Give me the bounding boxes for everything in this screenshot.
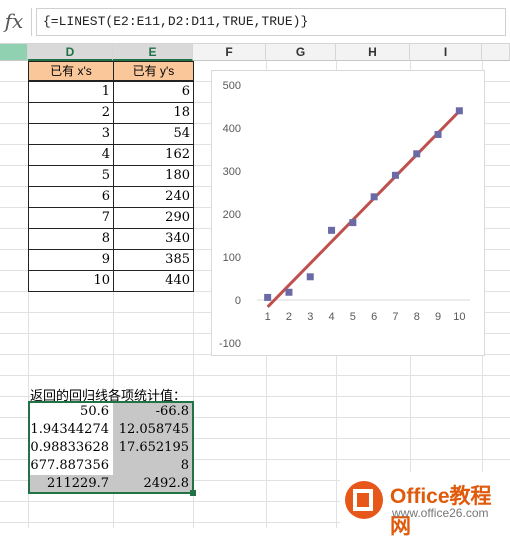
y-value-cell[interactable]: 440 xyxy=(113,270,194,292)
y-value-cell[interactable]: 240 xyxy=(113,186,194,208)
data-point xyxy=(434,130,442,138)
header-x[interactable]: 已有 x's xyxy=(28,61,114,81)
y-value-cell[interactable]: 6 xyxy=(113,81,194,103)
trendline xyxy=(266,110,461,309)
gridline-horizontal xyxy=(0,480,510,481)
x-value-cell[interactable]: 1 xyxy=(28,81,114,103)
x-tick-label: 9 xyxy=(435,311,441,323)
gridline-horizontal xyxy=(0,501,510,502)
separator xyxy=(31,8,32,36)
result-cell[interactable]: 677.887356 xyxy=(30,457,113,475)
x-tick-label: 10 xyxy=(453,311,465,323)
data-point xyxy=(455,107,463,115)
result-caption: 返回的回归线各项统计值： xyxy=(30,388,187,403)
logo-url: www.office26.com xyxy=(392,506,489,520)
result-cell[interactable]: -66.8 xyxy=(113,403,193,421)
y-tick-label: 200 xyxy=(223,209,241,221)
y-tick-label: -100 xyxy=(219,338,241,350)
result-cell[interactable]: 211229.7 xyxy=(30,475,113,493)
result-cell[interactable]: 2492.8 xyxy=(113,475,193,493)
data-point xyxy=(370,193,378,201)
col-header-g[interactable]: G xyxy=(266,44,336,61)
col-header-f[interactable]: F xyxy=(193,44,266,61)
x-tick-label: 3 xyxy=(307,311,313,323)
x-tick-label: 2 xyxy=(286,311,292,323)
x-tick-label: 8 xyxy=(414,311,420,323)
data-point xyxy=(413,150,421,158)
chart-canvas: -100 0 100 200 300 400 500 1 2 3 4 5 6 7 8 9 10 xyxy=(219,80,470,350)
y-value-cell[interactable]: 290 xyxy=(113,207,194,229)
data-point xyxy=(328,226,336,234)
fill-handle[interactable] xyxy=(190,490,196,496)
gridline-horizontal xyxy=(0,459,510,460)
gridline-horizontal xyxy=(0,396,510,397)
x-value-cell[interactable]: 2 xyxy=(28,102,114,124)
data-point xyxy=(306,273,314,281)
result-cell[interactable]: 12.058745 xyxy=(113,421,193,439)
y-value-cell[interactable]: 340 xyxy=(113,228,194,250)
header-y[interactable]: 已有 y's xyxy=(113,61,194,81)
gridline-horizontal xyxy=(0,522,510,523)
select-all-corner[interactable] xyxy=(0,44,28,61)
x-tick-label: 5 xyxy=(350,311,356,323)
x-value-cell[interactable]: 4 xyxy=(28,144,114,166)
formula-bar: fx {=LINEST(E2:E11,D2:D11,TRUE,TRUE)} xyxy=(0,0,510,44)
result-cell[interactable]: 0.98833628 xyxy=(30,439,113,457)
data-point xyxy=(391,171,399,179)
y-tick-label: 400 xyxy=(223,123,241,135)
gridline-vertical xyxy=(193,61,194,528)
gridline-vertical xyxy=(113,61,114,528)
y-value-cell[interactable]: 385 xyxy=(113,249,194,271)
x-tick-label: 6 xyxy=(371,311,377,323)
gridline-vertical xyxy=(28,61,29,528)
x-value-cell[interactable]: 9 xyxy=(28,249,114,271)
x-value-cell[interactable]: 7 xyxy=(28,207,114,229)
y-tick-label: 0 xyxy=(235,295,241,307)
formula-input[interactable]: {=LINEST(E2:E11,D2:D11,TRUE,TRUE)} xyxy=(36,8,506,36)
x-value-cell[interactable]: 6 xyxy=(28,186,114,208)
x-value-cell[interactable]: 5 xyxy=(28,165,114,187)
result-cell[interactable]: 1.94344274 xyxy=(30,421,113,439)
y-tick-label: 300 xyxy=(223,166,241,178)
scatter-chart[interactable]: -100 0 100 200 300 400 500 1 2 3 4 5 6 7 8 9 10 xyxy=(211,70,485,356)
data-point xyxy=(349,219,357,227)
col-header-j[interactable] xyxy=(482,44,510,61)
y-value-cell[interactable]: 54 xyxy=(113,123,194,145)
y-value-cell[interactable]: 180 xyxy=(113,165,194,187)
office-logo-icon xyxy=(345,481,383,519)
gridline-horizontal xyxy=(0,438,510,439)
result-cell[interactable]: 50.6 xyxy=(30,403,113,421)
col-header-i[interactable]: I xyxy=(410,44,482,61)
col-header-e[interactable]: E xyxy=(113,44,193,61)
y-value-cell[interactable]: 18 xyxy=(113,102,194,124)
data-point xyxy=(264,293,272,301)
function-icon[interactable]: fx xyxy=(4,9,24,33)
col-header-d[interactable]: D xyxy=(28,44,113,61)
y-value-cell[interactable]: 162 xyxy=(113,144,194,166)
gridline-horizontal xyxy=(0,375,510,376)
y-tick-label: 100 xyxy=(223,252,241,264)
x-value-cell[interactable]: 3 xyxy=(28,123,114,145)
x-value-cell[interactable]: 10 xyxy=(28,270,114,292)
x-tick-label: 4 xyxy=(328,311,334,323)
result-cell[interactable]: 17.652195 xyxy=(113,439,193,457)
x-value-cell[interactable]: 8 xyxy=(28,228,114,250)
x-tick-label: 7 xyxy=(392,311,398,323)
y-tick-label: 500 xyxy=(223,80,241,92)
office-logo: Office教程网 www.office26.com xyxy=(340,472,510,538)
gridline-horizontal xyxy=(0,417,510,418)
x-tick-label: 1 xyxy=(265,311,271,323)
selection-outline xyxy=(28,401,194,494)
result-cell[interactable]: 8 xyxy=(113,457,193,475)
col-header-h[interactable]: H xyxy=(336,44,410,61)
data-point xyxy=(285,288,293,296)
